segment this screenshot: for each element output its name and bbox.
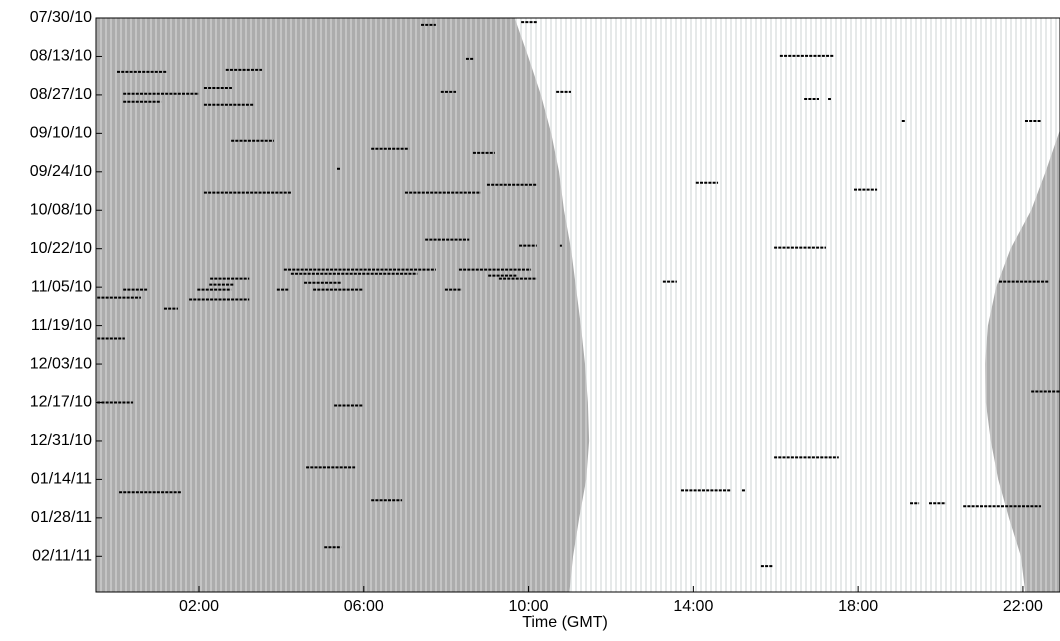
x-tick-label: 14:00 xyxy=(673,598,713,615)
y-tick-label: 08/13/10 xyxy=(30,48,92,65)
x-tick-label: 02:00 xyxy=(179,598,219,615)
x-axis-label: Time (GMT) xyxy=(522,614,608,631)
y-tick-label: 09/24/10 xyxy=(30,163,92,180)
y-tick-label: 11/05/10 xyxy=(31,278,92,295)
night-region-evening xyxy=(985,129,1060,592)
y-tick-label: 11/19/10 xyxy=(31,317,92,334)
y-tick-label: 09/10/10 xyxy=(30,125,92,142)
x-tick-label: 10:00 xyxy=(509,598,549,615)
y-tick-label: 02/11/11 xyxy=(32,548,92,565)
y-tick-label: 10/08/10 xyxy=(30,201,92,218)
y-tick-label: 07/30/10 xyxy=(30,9,92,26)
axes-frame xyxy=(95,17,1060,593)
y-tick-label: 01/28/11 xyxy=(31,509,92,526)
y-tick-label: 12/17/10 xyxy=(30,394,92,411)
x-tick-label: 18:00 xyxy=(838,598,878,615)
y-tick-label: 10/22/10 xyxy=(30,240,92,257)
plot-area xyxy=(96,18,1060,592)
y-tick-label: 12/31/10 xyxy=(30,432,92,449)
y-tick-label: 12/03/10 xyxy=(30,355,92,372)
y-tick-label: 08/27/10 xyxy=(30,86,92,103)
x-tick-label: 22:00 xyxy=(1003,598,1043,615)
night-region-morning xyxy=(96,18,590,592)
y-tick-label: 01/14/11 xyxy=(31,471,92,488)
x-tick-label: 06:00 xyxy=(344,598,384,615)
